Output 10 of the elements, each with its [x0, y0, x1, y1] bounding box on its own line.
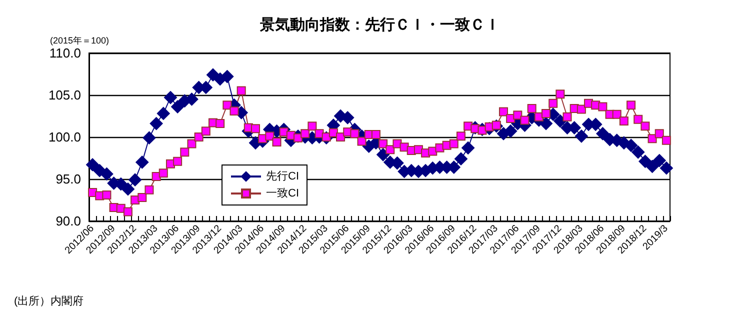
y-tick-label: 105.0: [48, 88, 81, 102]
chart-title: 景気動向指数：先行ＣＩ・一致ＣＩ: [259, 16, 500, 34]
y-axis-title: (2015年＝100): [50, 36, 109, 46]
legend-label: 一致CI: [266, 188, 299, 200]
legend-label: 先行CI: [266, 170, 299, 182]
y-tick-label: 95.0: [56, 172, 81, 186]
y-tick-label: 100.0: [48, 130, 81, 144]
y-tick-label: 110.0: [49, 46, 81, 60]
y-tick-label: 90.0: [56, 214, 81, 228]
text: (出所）内閣府: [14, 294, 84, 308]
